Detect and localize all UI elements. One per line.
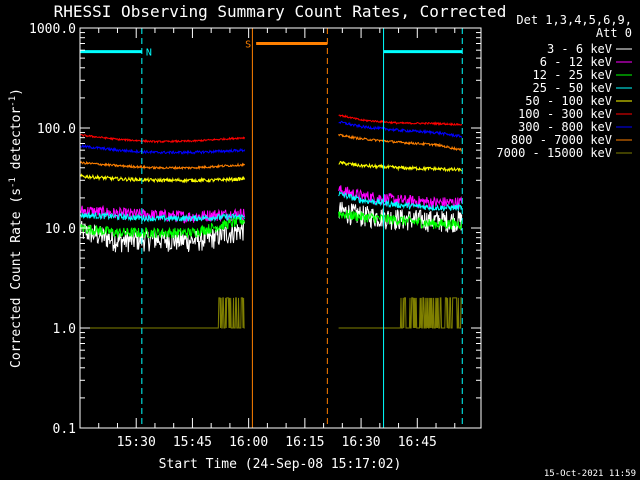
- series-segment: [79, 173, 246, 184]
- series-300-800-kev-line: [79, 120, 463, 156]
- series-800-7000-kev-line: [79, 133, 462, 171]
- generation-timestamp: 15-Oct-2021 11:59: [544, 469, 636, 479]
- flag-label: N: [146, 48, 152, 59]
- series-segment: [338, 160, 463, 173]
- y-axis-label-part: -1: [8, 177, 18, 188]
- y-tick-label: 10.0: [45, 222, 76, 237]
- series-segment: [338, 209, 463, 230]
- series-segment: [79, 216, 246, 239]
- series-segment: [338, 297, 462, 329]
- legend-header: Det 1,3,4,5,6,9,: [516, 13, 632, 27]
- series-12-25-kev-line: [79, 209, 463, 239]
- y-axis-label-part: -1: [8, 96, 18, 107]
- y-axis-label-part: Corrected Count Rate (s: [9, 188, 24, 368]
- series-100-300-kev-line: [79, 114, 463, 144]
- x-tick-label: 15:30: [117, 435, 156, 450]
- series-segment: [79, 143, 246, 156]
- series-segment: [80, 297, 245, 329]
- series-segment: [338, 201, 463, 233]
- legend-entry-label: 12 - 25 keV: [533, 68, 612, 82]
- y-tick-label: 1.0: [53, 322, 76, 337]
- series-7000-15000-kev-line: [80, 297, 462, 329]
- x-tick-label: 16:45: [398, 435, 437, 450]
- chart-title: RHESSI Observing Summary Count Rates, Co…: [54, 2, 507, 21]
- x-tick-label: 16:15: [285, 435, 324, 450]
- y-tick-label: 1000.0: [29, 22, 76, 37]
- y-axis-label-part: ): [9, 88, 24, 96]
- x-tick-label: 15:45: [173, 435, 212, 450]
- legend-entry-label: 50 - 100 keV: [525, 94, 612, 108]
- series-segment: [338, 114, 463, 127]
- series-segment: [338, 190, 463, 212]
- legend-entry-label: 6 - 12 keV: [540, 55, 612, 69]
- legend-entry-label: 3 - 6 keV: [547, 42, 612, 56]
- legend-entry-label: 300 - 800 keV: [518, 120, 612, 134]
- series-segment: [338, 120, 463, 138]
- legend-entry-label: 25 - 50 keV: [533, 81, 612, 95]
- y-tick-label: 0.1: [53, 422, 76, 437]
- flag-label: S: [245, 39, 251, 50]
- x-tick-label: 16:30: [342, 435, 381, 450]
- y-axis-label: Corrected Count Rate (s-1 detector-1): [8, 88, 24, 368]
- legend-header: Att 0: [596, 26, 632, 40]
- x-tick-label: 16:00: [229, 435, 268, 450]
- legend-entry-label: 800 - 7000 keV: [511, 133, 612, 147]
- series-50-100-kev-line: [79, 160, 463, 184]
- legend-entry-label: 7000 - 15000 keV: [496, 146, 612, 160]
- y-tick-label: 100.0: [37, 122, 76, 137]
- series-segment: [338, 133, 462, 152]
- series-segment: [79, 211, 245, 223]
- series-25-50-kev-line: [79, 190, 463, 223]
- x-axis-label: Start Time (24-Sep-08 15:17:02): [159, 457, 402, 472]
- legend-entry-label: 100 - 300 keV: [518, 107, 612, 121]
- y-axis-label-part: detector: [9, 107, 24, 178]
- series-segment: [79, 133, 246, 144]
- series-segment: [79, 160, 246, 171]
